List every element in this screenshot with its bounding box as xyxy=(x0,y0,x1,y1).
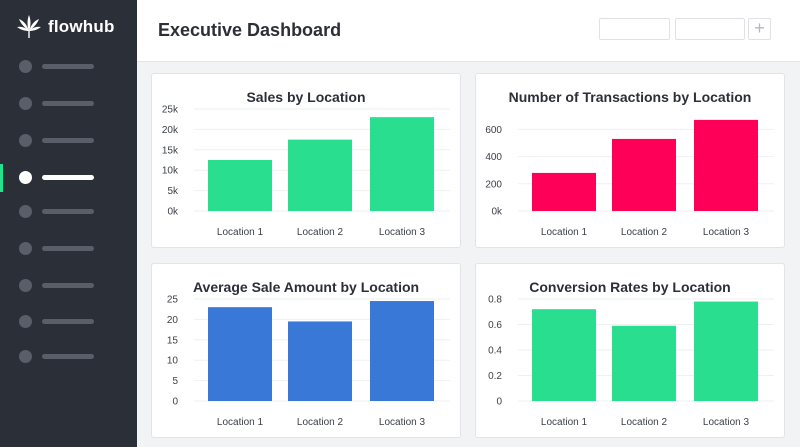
sidebar-item-3[interactable] xyxy=(0,127,137,155)
sidebar-item-9[interactable] xyxy=(0,343,137,371)
bar-3 xyxy=(370,117,434,211)
y-tick-label: 10k xyxy=(162,166,179,177)
sidebar-item-label-placeholder xyxy=(42,246,94,251)
card-sales-by-location: Sales by Location 0k 5k 10k 15k 20k 25k Locati… xyxy=(151,73,461,248)
card-conversion-rates-by-location: Conversion Rates by Location 0 0.2 0.4 0.6 0… xyxy=(475,263,785,438)
sidebar-item-2[interactable] xyxy=(0,90,137,118)
bar-2 xyxy=(612,138,676,211)
page-title: Executive Dashboard xyxy=(158,20,342,40)
y-tick-label: 10 xyxy=(167,356,179,367)
x-tick-label: Location 1 xyxy=(217,417,264,428)
x-tick-label: Location 1 xyxy=(541,417,588,428)
bar-1 xyxy=(532,309,596,401)
sidebar-item-label-placeholder xyxy=(42,283,94,288)
sidebar-item-label-placeholder xyxy=(42,209,94,214)
nav-dot-icon xyxy=(19,279,32,292)
x-tick-label: Location 2 xyxy=(621,417,668,428)
bar-chart: 0 0.2 0.4 0.6 0.8 Location 1 Location 2 Locatio… xyxy=(488,295,774,428)
x-tick-label: Location 1 xyxy=(217,227,264,238)
add-button[interactable]: + xyxy=(748,18,771,40)
y-tick-label: 20 xyxy=(167,315,179,326)
nav-dot-icon xyxy=(19,171,32,184)
x-tick-label: Location 3 xyxy=(703,227,750,238)
sidebar-item-label-placeholder xyxy=(42,175,94,180)
y-tick-label: 0.4 xyxy=(488,346,502,357)
sidebar-item-label-placeholder xyxy=(42,64,94,69)
nav-dot-icon xyxy=(19,242,32,255)
y-tick-label: 600 xyxy=(485,125,502,136)
y-tick-label: 20k xyxy=(162,125,179,136)
x-tick-label: Location 2 xyxy=(297,417,344,428)
bar-2 xyxy=(288,321,352,401)
header-filter-button-1[interactable] xyxy=(599,18,670,40)
y-tick-label: 400 xyxy=(485,152,502,163)
x-tick-label: Location 2 xyxy=(621,227,668,238)
y-tick-label: 5 xyxy=(172,376,178,387)
y-tick-label: 0k xyxy=(167,207,179,218)
bar-1 xyxy=(208,160,272,211)
bar-chart: 0 5 10 15 20 25 Location 1 Location 2 Location 3 xyxy=(167,295,450,428)
card-average-sale-by-location: Average Sale Amount by Location 0 5 10 15 20… xyxy=(151,263,461,438)
sidebar-item-7[interactable] xyxy=(0,272,137,300)
sidebar-item-8[interactable] xyxy=(0,308,137,336)
sidebar-item-5[interactable] xyxy=(0,198,137,226)
y-tick-label: 200 xyxy=(485,179,502,190)
x-tick-label: Location 1 xyxy=(541,227,588,238)
plus-icon: + xyxy=(754,18,765,38)
chart-title: Number of Transactions by Location xyxy=(508,89,752,105)
y-tick-label: 25 xyxy=(167,295,179,306)
y-tick-label: 15k xyxy=(162,145,179,156)
chart-title: Average Sale Amount by Location xyxy=(192,279,420,295)
nav-dot-icon xyxy=(19,134,32,147)
chart-title: Conversion Rates by Location xyxy=(529,279,731,295)
nav-dot-icon xyxy=(19,97,32,110)
bar-chart: 0k 5k 10k 15k 20k 25k Location 1 Location 2 Loca… xyxy=(162,105,450,238)
x-tick-label: Location 3 xyxy=(379,227,426,238)
nav-dot-icon xyxy=(19,205,32,218)
nav-dot-icon xyxy=(19,315,32,328)
x-tick-label: Location 3 xyxy=(703,417,750,428)
y-tick-label: 15 xyxy=(167,335,179,346)
y-tick-label: 0 xyxy=(172,397,178,408)
sidebar-item-4[interactable] xyxy=(0,164,137,192)
y-tick-label: 25k xyxy=(162,105,179,116)
sidebar-item-6[interactable] xyxy=(0,235,137,263)
y-tick-label: 0k xyxy=(491,207,503,218)
bar-2 xyxy=(288,139,352,211)
brand[interactable]: flowhub xyxy=(16,14,115,40)
brand-name: flowhub xyxy=(48,17,115,36)
y-tick-label: 0 xyxy=(496,397,502,408)
bar-3 xyxy=(694,301,758,401)
x-tick-label: Location 3 xyxy=(379,417,426,428)
bar-2 xyxy=(612,325,676,401)
sidebar-item-label-placeholder xyxy=(42,354,94,359)
bar-1 xyxy=(208,307,272,401)
sidebar-item-label-placeholder xyxy=(42,319,94,324)
bar-1 xyxy=(532,172,596,211)
bar-chart: 0k 200 400 600 Location 1 Location 2 Location … xyxy=(485,119,774,238)
sidebar-item-label-placeholder xyxy=(42,138,94,143)
sidebar-item-1[interactable] xyxy=(0,53,137,81)
nav-dot-icon xyxy=(19,350,32,363)
y-tick-label: 5k xyxy=(167,186,179,197)
bar-3 xyxy=(694,119,758,211)
card-transactions-by-location: Number of Transactions by Location 0k 200… xyxy=(475,73,785,248)
header-filter-button-2[interactable] xyxy=(675,18,745,40)
x-tick-label: Location 2 xyxy=(297,227,344,238)
y-tick-label: 0.6 xyxy=(488,320,502,331)
cannabis-leaf-icon xyxy=(17,15,41,38)
y-tick-label: 0.2 xyxy=(488,371,502,382)
chart-title: Sales by Location xyxy=(246,89,366,105)
sidebar: flowhub xyxy=(0,0,137,447)
header: Executive Dashboard + xyxy=(137,0,800,62)
bar-3 xyxy=(370,301,434,401)
y-tick-label: 0.8 xyxy=(488,295,502,306)
nav-dot-icon xyxy=(19,60,32,73)
sidebar-item-label-placeholder xyxy=(42,101,94,106)
